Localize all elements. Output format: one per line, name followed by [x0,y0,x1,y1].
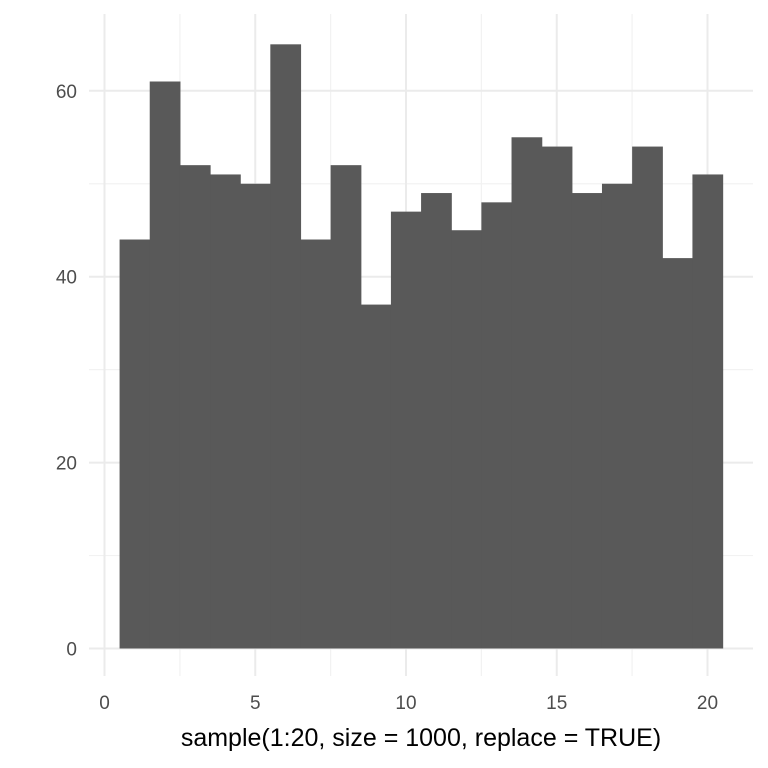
histogram-bar [210,174,241,649]
histogram-bar [119,239,151,649]
histogram-bar [300,239,332,649]
histogram-bar [240,183,271,649]
histogram-bar [421,193,452,649]
histogram-bar [632,146,663,649]
histogram-bar [179,165,211,649]
y-tick-label: 40 [56,268,77,289]
x-tick-label: 5 [250,693,261,714]
histogram-bar [360,304,392,649]
y-tick-label: 60 [56,82,77,103]
y-axis-tick-labels: 0 20 40 60 [56,82,77,661]
x-tick-label: 10 [395,693,416,714]
histogram-bar [601,183,633,649]
histogram-bar [662,258,694,649]
histogram-bar [541,146,573,649]
histogram-bar [692,174,724,649]
histogram-bar [511,137,543,649]
histogram-bar [330,165,362,649]
x-axis-title: sample(1:20, size = 1000, replace = TRUE… [181,724,661,752]
y-tick-label: 0 [66,640,77,661]
histogram-bars [119,44,724,649]
x-tick-label: 0 [99,693,110,714]
histogram-bar [571,193,603,649]
histogram-bar [149,81,181,649]
histogram-bar [451,230,482,649]
histogram-bar [481,202,513,649]
y-tick-label: 20 [56,454,77,475]
histogram-bar [270,44,302,649]
x-tick-label: 15 [546,693,567,714]
x-tick-label: 20 [697,693,718,714]
histogram-bar [390,211,422,649]
x-axis-tick-labels: 0 5 10 15 20 [99,693,718,714]
